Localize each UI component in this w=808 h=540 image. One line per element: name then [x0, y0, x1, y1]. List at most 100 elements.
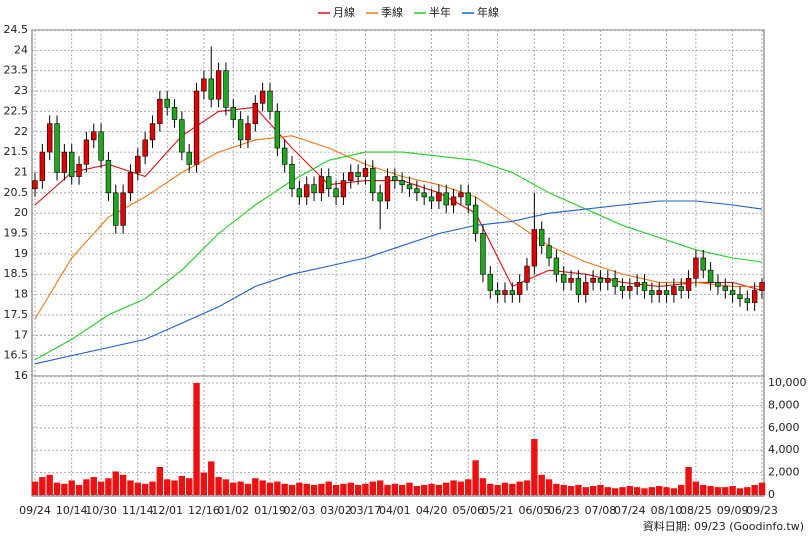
candle-body — [289, 164, 295, 190]
volume-bar — [266, 482, 274, 495]
y2-tick-label: 8,000 — [768, 398, 800, 411]
candle-body — [127, 172, 134, 194]
volume-bar — [457, 481, 465, 495]
volume-bar — [443, 482, 450, 495]
volume-bar — [340, 483, 347, 495]
candle-body — [568, 278, 574, 283]
volume-bar — [626, 486, 634, 495]
y-tick-label: 24 — [14, 43, 28, 56]
x-tick-label: 08/10 — [651, 504, 683, 517]
volume-bar — [318, 483, 325, 495]
candle-body — [83, 139, 90, 165]
candle-body — [612, 278, 618, 287]
volume-bar — [303, 483, 310, 495]
ma-line — [34, 200, 763, 365]
candle-body — [311, 184, 317, 194]
volume-bar — [575, 484, 582, 495]
candle-body — [627, 286, 633, 291]
volume-bar — [487, 483, 494, 495]
volume-bar — [208, 461, 215, 495]
y-tick-label: 18.5 — [4, 267, 29, 280]
volume-bar — [244, 483, 252, 495]
candle-body — [384, 176, 391, 202]
candle-body — [392, 176, 398, 181]
y2-tick-label: 10,000 — [768, 376, 807, 389]
y2-tick-label: 0 — [768, 488, 775, 501]
volume-bar — [237, 481, 244, 495]
volume-bar — [450, 480, 457, 495]
candle-body — [362, 168, 369, 177]
x-tick-label: 07/24 — [614, 504, 646, 517]
volume-bar — [193, 383, 200, 495]
volume-bar — [105, 478, 112, 495]
y-tick-label: 23.5 — [4, 64, 29, 77]
ma-line — [34, 106, 763, 292]
volume-bar — [611, 488, 619, 495]
x-tick-label: 01/02 — [217, 504, 249, 517]
volume-bar — [200, 472, 208, 495]
candle-body — [744, 298, 751, 304]
volume-bar — [736, 488, 744, 495]
y-tick-label: 19 — [14, 247, 28, 260]
candle-body — [135, 155, 141, 173]
volume-bar — [516, 481, 523, 495]
volume-bar — [347, 482, 354, 495]
volume-bar — [46, 474, 53, 495]
candle-body — [685, 278, 692, 291]
y-tick-label: 17 — [14, 328, 28, 341]
volume-bar — [744, 487, 751, 495]
candle-body — [54, 123, 60, 173]
volume-bar — [332, 484, 340, 495]
legend-label: 半年 — [429, 5, 451, 19]
candle-body — [656, 290, 662, 295]
volume-bar — [641, 488, 648, 495]
volume-bar — [494, 484, 501, 495]
y-tick-label: 21.5 — [4, 145, 29, 158]
volume-bar — [714, 487, 722, 495]
x-tick-label: 04/01 — [379, 504, 411, 517]
volume-bar — [670, 488, 678, 495]
candle-body — [149, 123, 156, 141]
candle-body — [414, 188, 420, 194]
volume-bar — [186, 478, 193, 495]
volume-bar — [75, 484, 83, 495]
candle-body — [259, 90, 266, 104]
candle-body — [737, 294, 743, 299]
candle-body — [370, 168, 376, 194]
candle-body — [450, 196, 457, 206]
candle-body — [164, 98, 170, 108]
volume-bar — [39, 477, 46, 495]
volume-bar — [384, 484, 391, 495]
candle-body — [700, 257, 706, 271]
candle-body — [546, 245, 552, 259]
volume-bar — [310, 484, 318, 495]
candle-body — [641, 282, 648, 291]
volume-bar — [589, 486, 597, 495]
candle-body — [223, 70, 229, 108]
volume-bar — [222, 479, 230, 495]
candle-body — [179, 119, 185, 153]
volume-bar — [259, 480, 266, 495]
volume-bar — [31, 481, 39, 495]
volume-bar — [567, 486, 575, 495]
x-tick-label: 12/01 — [151, 504, 183, 517]
volume-bar — [281, 483, 288, 495]
volume-bar — [215, 477, 222, 495]
candle-body — [237, 119, 244, 141]
volume-bar — [127, 480, 134, 495]
candle-body — [142, 139, 148, 157]
candle-body — [524, 265, 530, 283]
candle-body — [318, 176, 325, 194]
volume-bar — [406, 482, 413, 495]
candle-body — [428, 196, 435, 202]
legend-label: 季線 — [381, 5, 403, 19]
volume-bar — [692, 481, 700, 495]
volume-bar — [252, 478, 259, 495]
candle-body — [634, 282, 640, 287]
candle-body — [252, 102, 259, 124]
x-tick-label: 05/21 — [482, 504, 514, 517]
price-panel — [31, 29, 765, 377]
volume-bar — [758, 482, 766, 495]
candle-body — [561, 273, 567, 283]
candle-body — [201, 78, 207, 92]
